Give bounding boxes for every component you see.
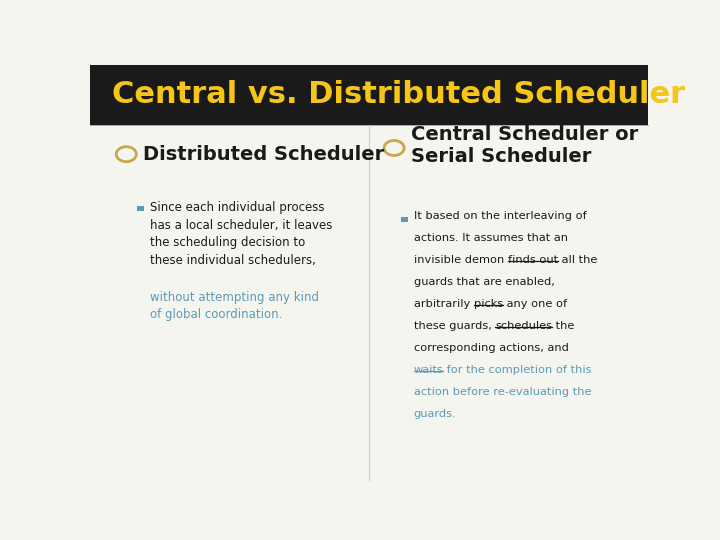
Text: these guards,: these guards, <box>414 321 495 332</box>
FancyBboxPatch shape <box>138 206 144 211</box>
Text: any one of: any one of <box>503 299 567 309</box>
Text: actions. It assumes that an: actions. It assumes that an <box>414 233 567 243</box>
Text: waits: waits <box>414 366 444 375</box>
Text: arbitrarily: arbitrarily <box>414 299 474 309</box>
Text: corresponding actions, and: corresponding actions, and <box>414 343 569 353</box>
Text: all the: all the <box>558 255 597 265</box>
FancyBboxPatch shape <box>401 217 408 222</box>
Text: without attempting any kind
of global coordination.: without attempting any kind of global co… <box>150 291 319 321</box>
FancyBboxPatch shape <box>90 65 648 125</box>
Text: action before re-evaluating the: action before re-evaluating the <box>414 388 591 397</box>
Text: invisible demon: invisible demon <box>414 255 508 265</box>
Text: picks: picks <box>474 299 503 309</box>
Text: Central vs. Distributed Scheduler: Central vs. Distributed Scheduler <box>112 80 685 110</box>
Text: the: the <box>552 321 575 332</box>
Text: Distributed Scheduler: Distributed Scheduler <box>143 145 384 164</box>
Text: finds out: finds out <box>508 255 558 265</box>
Text: guards.: guards. <box>414 409 456 420</box>
Text: Since each individual process
has a local scheduler, it leaves
the scheduling de: Since each individual process has a loca… <box>150 201 333 267</box>
Text: for the completion of this: for the completion of this <box>444 366 592 375</box>
Text: guards that are enabled,: guards that are enabled, <box>414 277 554 287</box>
Text: It based on the interleaving of: It based on the interleaving of <box>414 211 586 221</box>
Text: schedules: schedules <box>495 321 552 332</box>
Text: Serial Scheduler: Serial Scheduler <box>411 147 591 166</box>
Text: Central Scheduler or: Central Scheduler or <box>411 125 638 144</box>
